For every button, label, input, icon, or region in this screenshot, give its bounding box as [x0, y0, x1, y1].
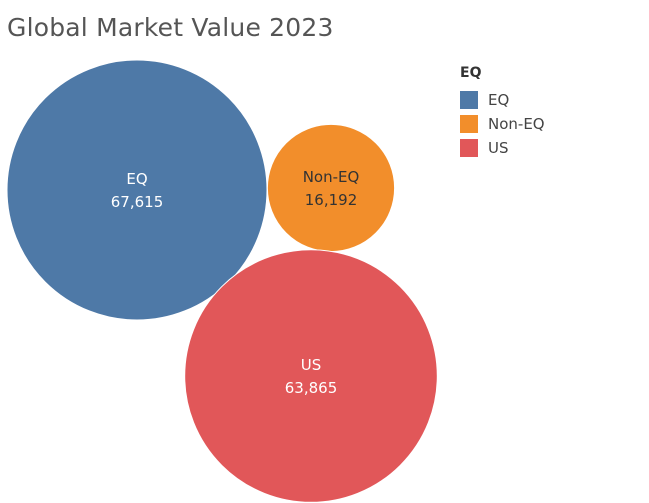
legend: EQ EQ Non-EQ US: [460, 65, 610, 160]
chart-title: Global Market Value 2023: [7, 13, 334, 42]
bubble-us[interactable]: [184, 249, 438, 503]
legend-label-us: US: [488, 139, 509, 157]
bubble-label-us: US: [301, 356, 322, 374]
legend-label-eq: EQ: [488, 91, 510, 109]
legend-swatch-us: [460, 139, 478, 157]
bubble-label-non-eq: Non-EQ: [303, 168, 360, 186]
legend-item-us[interactable]: US: [460, 136, 610, 160]
legend-swatch-eq: [460, 91, 478, 109]
legend-title: EQ: [460, 65, 482, 81]
legend-item-non-eq[interactable]: Non-EQ: [460, 112, 610, 136]
bubble-non-eq[interactable]: [266, 123, 396, 253]
bubble-label-eq: EQ: [126, 170, 147, 188]
bubble-value-us: 63,865: [285, 379, 338, 397]
legend-swatch-non-eq: [460, 115, 478, 133]
legend-item-eq[interactable]: EQ: [460, 88, 610, 112]
legend-items: EQ Non-EQ US: [460, 88, 610, 160]
legend-label-non-eq: Non-EQ: [488, 115, 545, 133]
bubble-value-eq: 67,615: [111, 193, 164, 211]
bubble-value-non-eq: 16,192: [305, 191, 358, 209]
